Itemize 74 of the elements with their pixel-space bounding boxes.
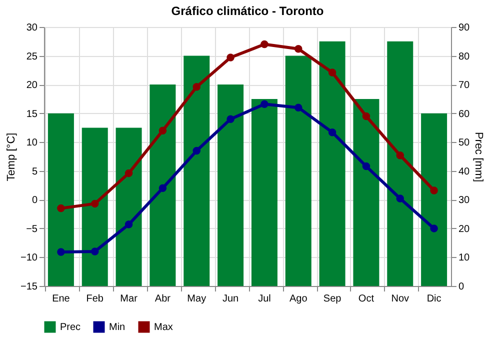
y2-tick-label: 30 xyxy=(458,195,470,206)
point xyxy=(57,204,65,212)
point xyxy=(192,82,200,91)
y2-tick-label: 20 xyxy=(458,224,470,235)
x-tick-label: Dic xyxy=(426,294,442,304)
y2-tick-label: 50 xyxy=(458,138,470,149)
y-tick-label: 25 xyxy=(26,51,38,62)
bar xyxy=(285,56,312,286)
point xyxy=(294,104,302,112)
x-tick-label: Jun xyxy=(222,294,239,304)
bar xyxy=(387,41,414,286)
y2-tick-label: 90 xyxy=(458,22,470,34)
y2-axis-title: Prec [mm] xyxy=(472,132,485,182)
point xyxy=(294,45,302,53)
y2-tick-label: 40 xyxy=(458,166,470,178)
x-tick-label: May xyxy=(187,294,206,304)
y2-tick-label: 80 xyxy=(458,51,470,62)
y-tick-label: 5 xyxy=(32,166,38,178)
y-axis-title: Temp [°C] xyxy=(6,132,18,182)
y-tick-label: 10 xyxy=(26,138,38,149)
y-tick-label: 30 xyxy=(26,22,38,34)
point xyxy=(396,151,404,160)
x-tick-label: Feb xyxy=(86,294,104,304)
bar xyxy=(251,98,278,286)
point xyxy=(91,200,99,208)
bar xyxy=(82,128,108,286)
legend-label: Prec xyxy=(60,322,81,333)
x-tick-label: Abr xyxy=(154,294,172,304)
chart-title: Gráfico climático - Toronto xyxy=(171,4,324,18)
bar xyxy=(116,128,142,286)
y2-tick-label: 70 xyxy=(458,80,470,92)
x-tick-label: Sep xyxy=(323,294,342,304)
point xyxy=(124,169,133,178)
point xyxy=(430,224,438,232)
bar xyxy=(421,113,448,286)
point xyxy=(396,194,404,202)
point xyxy=(226,115,234,123)
y-tick-label: −5 xyxy=(26,224,38,235)
bar xyxy=(218,84,244,286)
y-tick-label: −15 xyxy=(20,282,38,292)
y-tick-label: −10 xyxy=(20,252,38,264)
bar xyxy=(150,84,176,286)
bar xyxy=(319,41,346,286)
y2-tick-label: 10 xyxy=(458,252,470,264)
point xyxy=(124,220,133,228)
x-tick-label: Nov xyxy=(391,294,410,304)
x-tick-label: Ene xyxy=(52,294,70,304)
point xyxy=(226,54,234,62)
point xyxy=(328,68,336,76)
point xyxy=(158,126,167,134)
point xyxy=(91,248,99,256)
point xyxy=(260,100,268,108)
y-tick-label: 0 xyxy=(32,195,38,206)
point xyxy=(362,162,370,170)
legend-label: Min xyxy=(109,322,126,333)
point xyxy=(158,184,167,192)
bar xyxy=(48,113,74,286)
bar xyxy=(353,98,380,286)
point xyxy=(260,40,268,48)
point xyxy=(362,112,370,120)
legend-label: Max xyxy=(154,322,173,333)
y2-tick-label: 60 xyxy=(458,108,470,120)
bar xyxy=(184,56,210,286)
x-tick-label: Oct xyxy=(358,294,374,304)
point xyxy=(328,128,336,136)
point xyxy=(192,146,200,155)
point xyxy=(57,248,65,256)
y-tick-label: 15 xyxy=(26,108,38,120)
x-tick-label: Ago xyxy=(289,294,308,304)
x-tick-label: Jul xyxy=(258,294,271,304)
x-tick-label: Mar xyxy=(120,294,138,304)
point xyxy=(430,186,438,194)
y2-tick-label: 0 xyxy=(458,282,464,292)
y-tick-label: 20 xyxy=(26,80,38,92)
